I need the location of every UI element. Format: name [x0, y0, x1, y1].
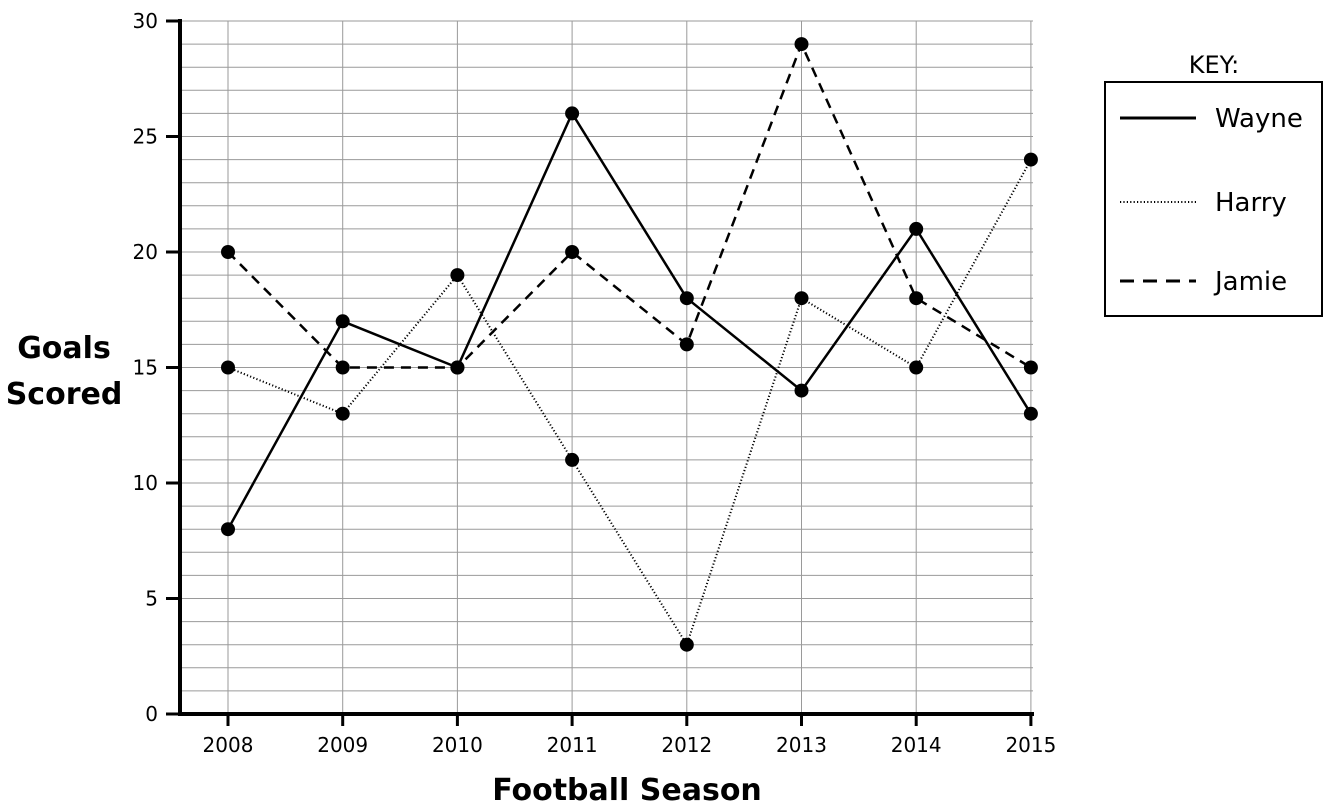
y-tick-label: 10	[133, 471, 158, 495]
y-tick-label: 0	[145, 702, 158, 726]
x-tick-label: 2010	[432, 733, 483, 757]
x-tick-label: 2015	[1005, 733, 1056, 757]
legend-label-wayne: Wayne	[1215, 104, 1303, 134]
data-point-jamie	[909, 291, 924, 306]
y-tick-labels: 0 5 10 15 20 25 30	[133, 9, 158, 726]
y-axis-title-line2: Scored	[6, 377, 123, 412]
legend-box	[1104, 81, 1323, 317]
x-tick-label: 2011	[547, 733, 598, 757]
data-point-harry	[794, 291, 809, 306]
data-point-jamie	[565, 245, 580, 259]
data-point-wayne	[679, 291, 694, 306]
series-line-jamie	[227, 42, 1032, 369]
data-point-harry	[335, 406, 350, 421]
legend-title: KEY:	[1189, 51, 1239, 79]
data-point-jamie	[1023, 360, 1038, 375]
y-tick-label: 20	[133, 240, 158, 264]
data-point-wayne	[565, 106, 580, 121]
y-tick-label: 5	[145, 587, 158, 611]
legend: KEY: Wayne Harry Jamie	[1104, 51, 1323, 317]
x-tick-label: 2012	[661, 733, 712, 757]
data-point-wayne	[1023, 406, 1038, 421]
series-points	[221, 37, 1038, 652]
data-point-harry	[565, 452, 580, 467]
x-tick-label: 2013	[776, 733, 827, 757]
series-lines	[226, 42, 1032, 646]
data-point-jamie	[679, 337, 694, 352]
x-tick-label: 2009	[317, 733, 368, 757]
grid	[180, 20, 1033, 714]
data-point-harry	[1023, 152, 1038, 167]
data-point-wayne	[794, 383, 809, 398]
y-tick-label: 30	[133, 9, 158, 33]
data-point-wayne	[221, 522, 235, 537]
data-point-jamie	[450, 360, 465, 375]
data-point-jamie	[221, 245, 235, 259]
y-tick-label: 15	[133, 356, 158, 380]
axes	[166, 19, 1034, 726]
y-axis-title-line1: Goals	[17, 331, 111, 366]
legend-label-harry: Harry	[1215, 188, 1287, 218]
y-tick-label: 25	[133, 125, 158, 149]
data-point-harry	[909, 360, 924, 375]
series-line-harry	[227, 159, 1032, 646]
legend-label-jamie: Jamie	[1213, 267, 1287, 297]
data-point-wayne	[335, 314, 350, 329]
x-tick-labels: 2008 2009 2010 2011 2012 2013 2014 2015	[203, 733, 1057, 757]
data-point-jamie	[794, 37, 809, 52]
data-point-jamie	[335, 360, 350, 375]
x-tick-label: 2008	[203, 733, 254, 757]
x-axis-title: Football Season	[492, 773, 762, 807]
legend-items: Wayne Harry Jamie	[1120, 104, 1303, 297]
data-point-harry	[221, 360, 235, 375]
data-point-harry	[450, 268, 465, 283]
x-tick-label: 2014	[891, 733, 942, 757]
data-point-wayne	[909, 221, 924, 236]
data-point-harry	[679, 637, 694, 652]
